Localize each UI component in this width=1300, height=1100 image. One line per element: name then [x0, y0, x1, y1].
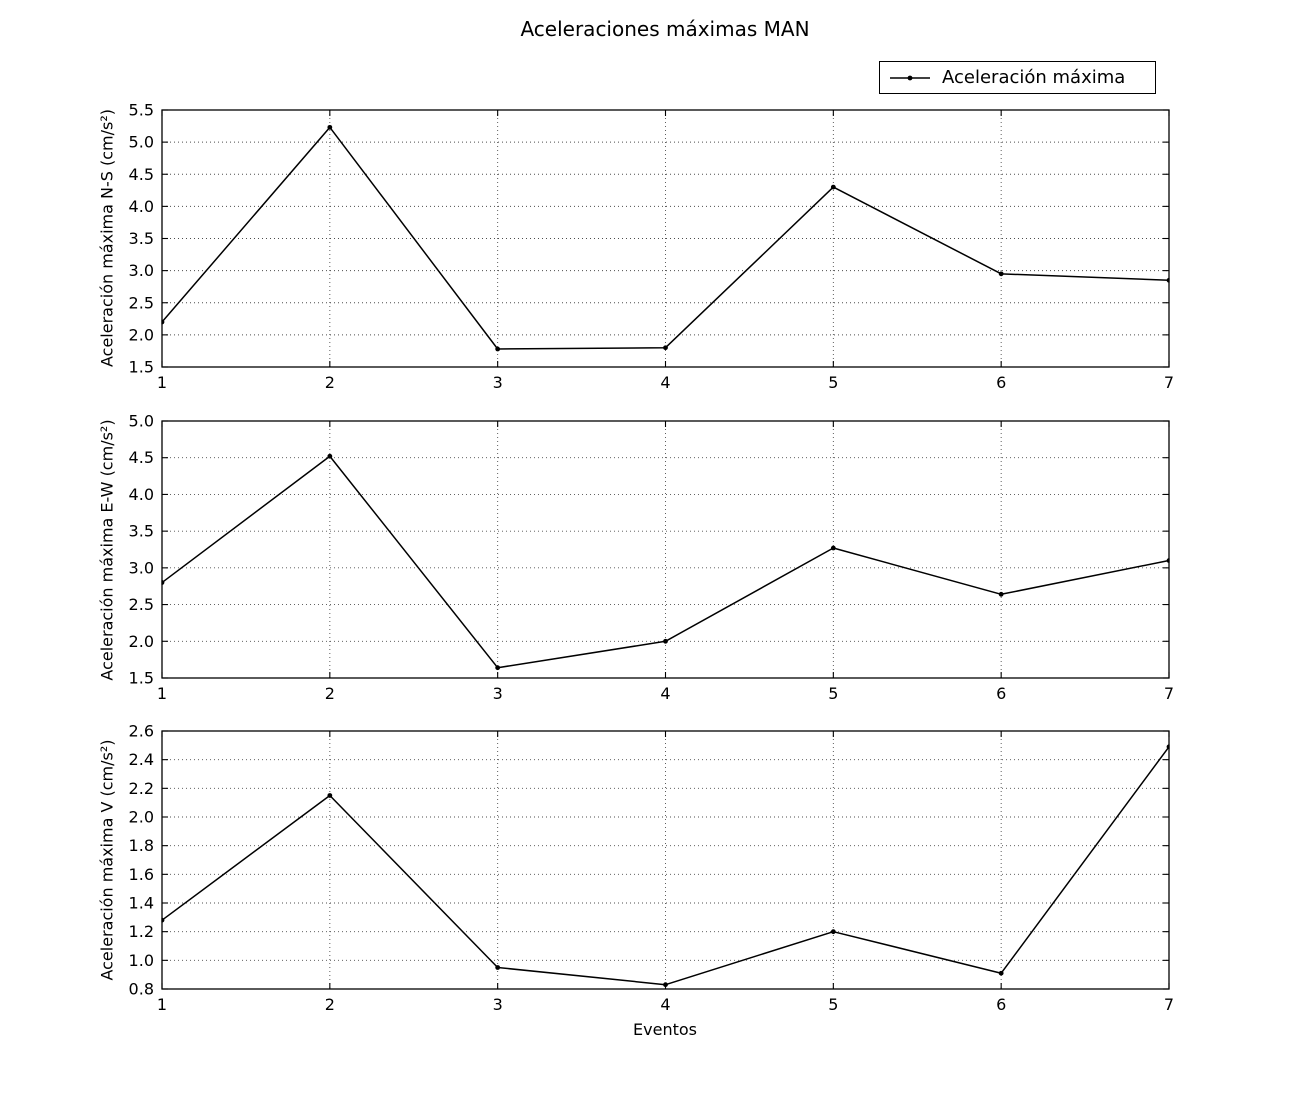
y-tick-label: 1.2 — [129, 922, 154, 941]
series-group — [161, 124, 1170, 352]
y-tick-label: 2.5 — [129, 595, 154, 614]
series-line — [161, 746, 1170, 986]
x-tick-label: 6 — [996, 995, 1006, 1014]
x-tick-label: 2 — [325, 995, 335, 1014]
y-tick-label: 1.0 — [129, 951, 154, 970]
data-point — [327, 124, 333, 130]
data-point — [161, 580, 165, 585]
xlabel: Eventos — [633, 1020, 697, 1039]
x-tick-label: 7 — [1164, 684, 1174, 703]
data-point — [1166, 277, 1170, 283]
data-point — [327, 793, 333, 798]
data-point — [663, 638, 668, 644]
data-point — [161, 917, 165, 923]
x-tick-label: 5 — [828, 995, 838, 1014]
y-tick-label: 3.0 — [129, 558, 154, 577]
y-tick-label: 5.0 — [129, 133, 154, 152]
y-tick-label: 2.0 — [129, 808, 154, 827]
y-tick-label: 3.5 — [129, 229, 154, 248]
data-point — [1166, 558, 1170, 563]
subplot-0: 1.5 2.0 2.5 3.0 3.5 4.0 4.5 5.0 5.5 1 2 3 4 5 6 7 — [129, 101, 1175, 393]
x-tick-label: 2 — [325, 684, 335, 703]
x-tick-label: 4 — [660, 995, 670, 1014]
data-point — [830, 929, 836, 935]
y-tick-label: 2.0 — [129, 325, 154, 344]
legend-box: Aceleración máxima — [879, 61, 1156, 94]
y-tick-label: 4.0 — [129, 197, 154, 216]
x-tick-label: 2 — [325, 373, 335, 392]
data-point — [663, 345, 668, 351]
subplot-1: 1.5 2.0 2.5 3.0 3.5 4.0 4.5 5.0 1 2 3 4 5 6 7 — [129, 412, 1175, 704]
subplot-2: 0.8 1.0 1.2 1.4 1.6 1.8 2.0 2.2 2.4 2.6 1 2 3 4 5 6 7 — [129, 722, 1175, 1015]
legend-label: Aceleración máxima — [942, 67, 1126, 88]
x-tick-label: 7 — [1164, 995, 1174, 1014]
x-tick-label: 3 — [493, 995, 503, 1014]
y-tick-label: 3.5 — [129, 522, 154, 541]
legend-line-marker-icon — [890, 75, 930, 80]
y-tick-label: 1.5 — [129, 358, 154, 377]
y-tick-label: 1.8 — [129, 836, 154, 855]
series-group — [161, 744, 1170, 988]
y-tick-label: 0.8 — [129, 980, 154, 999]
data-point — [327, 453, 333, 459]
y-tick-label: 2.0 — [129, 632, 154, 651]
plot-frame — [161, 730, 1170, 990]
series-group — [161, 453, 1170, 671]
data-point — [495, 346, 501, 352]
x-tick-label: 1 — [157, 684, 167, 703]
y-tick-label: 5.0 — [129, 412, 154, 431]
x-tick-label: 5 — [828, 373, 838, 392]
x-tick-label: 4 — [660, 684, 670, 703]
data-point — [495, 665, 501, 671]
figure-title: Aceleraciones máximas MAN — [520, 17, 810, 41]
x-tick-label: 1 — [157, 995, 167, 1014]
data-point — [998, 970, 1004, 976]
y-tick-label: 4.5 — [129, 165, 154, 184]
x-tick-label: 3 — [493, 373, 503, 392]
data-point — [495, 965, 501, 970]
x-tick-label: 5 — [828, 684, 838, 703]
ylabel-ew: Aceleración máxima E-W (cm/s²) — [97, 419, 117, 681]
data-point — [998, 591, 1004, 597]
plot-frame — [161, 109, 1170, 368]
data-point — [1166, 744, 1170, 750]
data-point — [161, 319, 165, 325]
ylabel-ns: Aceleración máxima N-S (cm/s²) — [97, 108, 117, 368]
x-tick-label: 4 — [660, 373, 670, 392]
data-point — [830, 545, 836, 551]
y-tick-label: 2.6 — [129, 722, 154, 741]
data-point — [830, 184, 836, 190]
x-tick-label: 7 — [1164, 373, 1174, 392]
y-tick-label: 2.5 — [129, 293, 154, 312]
y-tick-label: 4.0 — [129, 485, 154, 504]
data-point — [998, 271, 1004, 277]
y-tick-label: 5.5 — [129, 101, 154, 120]
data-point — [663, 982, 668, 988]
y-tick-label: 2.2 — [129, 779, 154, 798]
y-tick-label: 1.4 — [129, 894, 154, 913]
ylabel-v: Aceleración máxima V (cm/s²) — [97, 739, 117, 981]
x-tick-label: 6 — [996, 684, 1006, 703]
x-tick-label: 1 — [157, 373, 167, 392]
y-tick-label: 2.4 — [129, 750, 154, 769]
x-tick-label: 3 — [493, 684, 503, 703]
y-tick-label: 1.6 — [129, 865, 154, 884]
x-tick-label: 6 — [996, 373, 1006, 392]
y-tick-label: 1.5 — [129, 669, 154, 688]
y-tick-label: 3.0 — [129, 261, 154, 280]
y-tick-label: 4.5 — [129, 448, 154, 467]
plot-frame — [161, 420, 1170, 679]
